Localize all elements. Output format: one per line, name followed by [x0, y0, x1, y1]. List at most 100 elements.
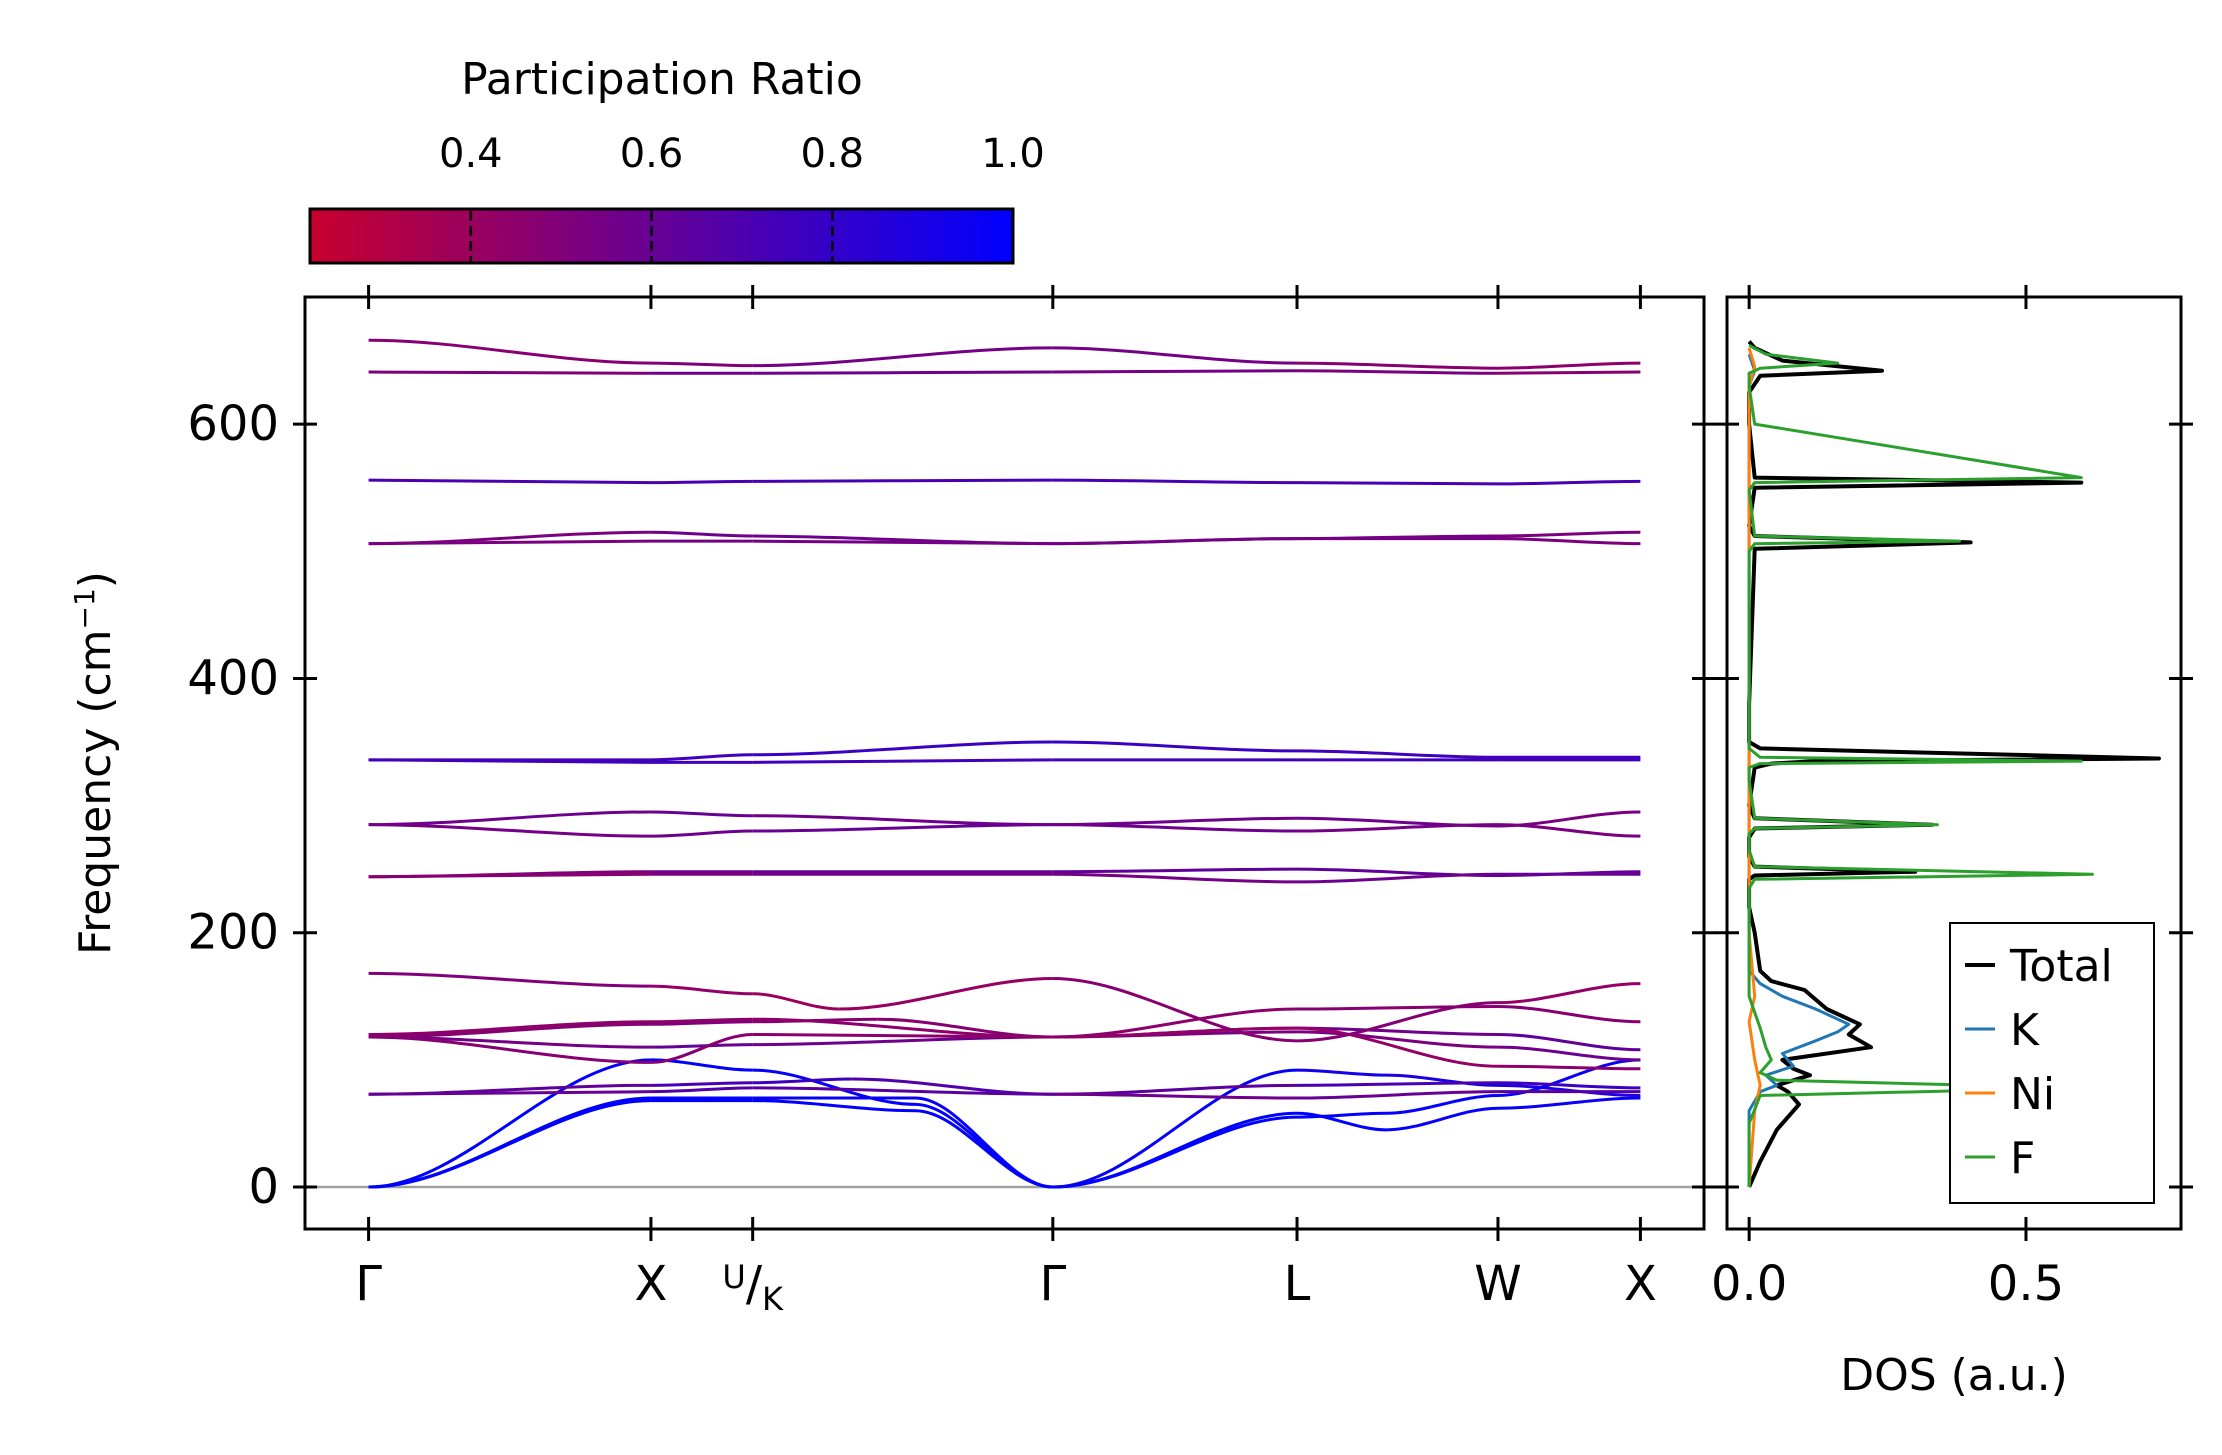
colorbar-tick-label: 0.8: [800, 131, 864, 177]
band-segment: [650, 829, 753, 838]
dos-panel: 0.0 0.5 DOS (a.u.) Total K Ni F: [1711, 285, 2193, 1401]
band-segment: [1052, 867, 1298, 874]
band-segment: [368, 758, 651, 764]
band-segment: [1497, 1081, 1641, 1090]
band-segment: [650, 1086, 753, 1094]
band-structure-panel: 0 200 400 600 Γ X U/K Γ L W X Frequency (cm−1): [68, 285, 1716, 1318]
band-branch: [368, 758, 1641, 764]
band-branch: [368, 1058, 1641, 1189]
band-segment: [1386, 1106, 1498, 1132]
band-segment: [368, 810, 651, 827]
dos-series-f: [1747, 343, 2094, 1187]
dos-frame: [1725, 295, 2183, 1231]
band-segment: [752, 758, 1053, 764]
band-segment: [1497, 479, 1641, 486]
band-segment: [368, 1090, 651, 1096]
y-tick-label: 0: [248, 1159, 279, 1215]
band-segment: [1297, 1026, 1498, 1068]
band-segment: [752, 1099, 916, 1113]
band-segment: [1297, 823, 1498, 833]
kpath-label: Γ: [1039, 1256, 1066, 1312]
band-segment: [1497, 1058, 1641, 1097]
band-segment: [1052, 369, 1298, 374]
band-segment: [1297, 1030, 1498, 1049]
band-segment: [1297, 1001, 1498, 1043]
dos-x-tick-label: 0.5: [1988, 1256, 2064, 1312]
kpath-label: X: [634, 1256, 667, 1312]
band-segment: [752, 1086, 1053, 1096]
band-segment: [1052, 537, 1298, 546]
band-segment: [752, 370, 1053, 375]
band-segment: [752, 346, 1053, 368]
band-branch: [368, 823, 1641, 838]
band-segment: [1497, 361, 1641, 370]
band-segment: [1052, 823, 1298, 833]
band-segment: [1052, 478, 1298, 485]
band-branch: [368, 478, 1641, 486]
band-segment: [752, 1068, 916, 1106]
legend-label: Ni: [2010, 1069, 2055, 1120]
band-lines: [368, 338, 1641, 1189]
band-segment: [1497, 537, 1641, 546]
band-segment: [1297, 872, 1498, 884]
y-axis-label: Frequency (cm−1): [68, 571, 122, 955]
band-segment: [650, 1043, 753, 1049]
band-segment: [1297, 1081, 1498, 1087]
band-segment: [1052, 1083, 1298, 1096]
band-segment: [839, 977, 1053, 1011]
band-frame: [303, 295, 1706, 1231]
band-segment: [650, 1017, 753, 1024]
band-segment: [1386, 1073, 1498, 1087]
band-segment: [752, 814, 1053, 827]
kpath-label: Γ: [355, 1256, 382, 1312]
y-tick-label: 400: [187, 650, 279, 706]
colorbar-tick-label: 0.6: [620, 131, 684, 177]
band-segment: [368, 1022, 651, 1039]
band-segment: [1497, 982, 1641, 1005]
band-segment: [915, 1096, 1053, 1189]
dos-lines: [1747, 340, 2161, 1188]
band-segment: [650, 810, 753, 818]
band-segment: [1052, 872, 1298, 884]
band-segment: [1497, 370, 1641, 375]
y-tick-labels: 0 200 400 600: [187, 396, 279, 1215]
band-segment: [1497, 530, 1641, 538]
y-tick-label: 200: [187, 905, 279, 961]
colorbar-tick-labels: 0.4 0.6 0.8 1.0: [439, 131, 1045, 177]
band-segment: [1297, 481, 1498, 486]
band-segment: [1497, 1064, 1641, 1071]
band-branch: [368, 872, 1641, 884]
band-segment: [1497, 810, 1641, 828]
band-segment: [650, 753, 753, 762]
legend-label: Total: [2009, 941, 2113, 992]
band-segment: [752, 1017, 1053, 1039]
band-segment: [650, 1020, 753, 1026]
band-segment: [1052, 740, 1298, 753]
band-segment: [1052, 346, 1298, 365]
band-segment: [368, 872, 651, 879]
band-segment: [1386, 1093, 1498, 1115]
band-branch: [368, 740, 1641, 762]
band-segment: [752, 478, 1053, 483]
dos-series-ni: [1747, 347, 1762, 1188]
band-segment: [368, 370, 651, 375]
band-branch: [368, 1096, 1641, 1189]
band-segment: [752, 740, 1053, 757]
legend-label: F: [2010, 1133, 2035, 1184]
dos-x-axis-label: DOS (a.u.): [1840, 1350, 2068, 1401]
band-segment: [368, 823, 651, 838]
band-branch: [368, 537, 1641, 546]
band-segment: [368, 1099, 651, 1189]
band-segment: [752, 1035, 1053, 1047]
y-axis-label-sup: −1: [68, 588, 101, 629]
band-segment: [1497, 1045, 1641, 1062]
band-segment: [650, 1081, 753, 1087]
band-segment: [650, 479, 753, 485]
band-segment: [752, 823, 1053, 833]
band-segment: [1297, 1090, 1498, 1100]
dos-axes: [1715, 285, 2193, 1241]
band-segment: [1297, 1111, 1387, 1132]
band-branch: [368, 1004, 1641, 1039]
band-segment: [368, 971, 651, 988]
